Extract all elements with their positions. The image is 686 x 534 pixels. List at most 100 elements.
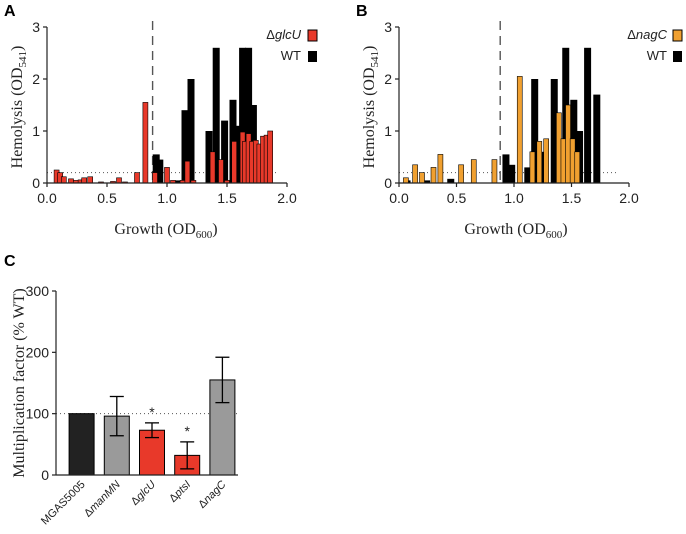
- a-bar-wt-10: [234, 125, 242, 183]
- b-bar-mut-14: [565, 104, 571, 184]
- a-xtick-2: 1.0: [157, 190, 177, 206]
- b-xtick-3: 1.5: [562, 190, 582, 206]
- panel-label-b: B: [356, 3, 368, 20]
- b-bar-mut-8: [516, 76, 523, 184]
- legend-a-wt-swatch: [308, 51, 317, 62]
- panel-b-chart: Hemolysis (OD541) Growth (OD600) ΔnagC W…: [361, 19, 683, 241]
- b-ytick-2: 2: [384, 71, 392, 87]
- panel-b-xlabel: Growth (OD600): [464, 221, 567, 241]
- legend-a-wt-label: WT: [281, 48, 301, 63]
- legend-a-glcu-label: ΔglcU: [266, 27, 301, 42]
- a-bar-mut-18: [184, 160, 191, 184]
- a-bar-mut-2: [60, 176, 67, 184]
- c-bar-0: [68, 413, 95, 476]
- panel-label-c: C: [4, 253, 16, 270]
- c-category-label-1: ΔmanMN: [82, 479, 123, 520]
- c-category-label-0: MGAS5005: [39, 479, 88, 528]
- c-category-label-4: ΔnagC: [196, 479, 228, 511]
- a-bar-wt-5: [205, 131, 213, 183]
- a-bar-mut-13: [142, 102, 149, 184]
- b-bar-wt-7: [539, 151, 547, 183]
- b-bar-mut-0: [403, 177, 409, 184]
- b-bar-mut-9: [529, 151, 536, 184]
- b-bar-wt-2: [447, 178, 455, 183]
- a-bar-wt-8: [221, 120, 229, 183]
- panel-b-legend: ΔnagC WT: [627, 27, 683, 63]
- panel-a-xlabel: Growth (OD600): [114, 221, 217, 241]
- panel-a-chart: Hemolysis (OD541) Growth (OD600) ΔglcU W…: [9, 19, 318, 241]
- b-bar-mut-1: [412, 164, 418, 184]
- a-xtick-1: 0.5: [97, 190, 117, 206]
- b-bar-wt-8: [550, 79, 558, 183]
- b-bar-wt-13: [593, 94, 601, 183]
- b-bar-wt-4: [508, 164, 516, 183]
- panel-c-ylabel: Multiplication factor (% WT): [11, 288, 28, 477]
- b-bar-mut-5: [458, 164, 464, 184]
- a-bar-mut-20: [209, 151, 216, 184]
- b-ytick-3: 3: [384, 19, 392, 35]
- b-xtick-1: 0.5: [447, 190, 467, 206]
- b-xtick-0: 0.0: [389, 190, 409, 206]
- a-ytick-2: 2: [32, 71, 40, 87]
- a-xtick-0: 0.0: [37, 190, 57, 206]
- b-xtick-4: 2.0: [619, 190, 639, 206]
- a-bar-mut-12: [134, 172, 140, 184]
- legend-b-wt-swatch: [673, 51, 682, 62]
- b-bar-mut-7: [491, 159, 498, 184]
- c-ytick-2: 200: [26, 344, 50, 360]
- b-bar-mut-10: [536, 141, 543, 184]
- b-bar-mut-3: [430, 167, 437, 184]
- legend-b-nagc-label: ΔnagC: [627, 27, 667, 42]
- c-ytick-1: 100: [26, 406, 50, 422]
- a-bar-mut-32: [267, 130, 274, 184]
- b-bar-mut-16: [574, 151, 581, 184]
- c-ytick-0: 0: [41, 467, 49, 483]
- c-significance-3: *: [184, 423, 190, 439]
- a-bar-mut-21: [218, 159, 224, 184]
- a-bar-mut-3: [68, 178, 74, 184]
- a-bar-wt-7: [212, 47, 220, 183]
- panel-c-chart: Multiplication factor (% WT) MGAS5005Δma…: [11, 283, 238, 527]
- c-ytick-3: 300: [26, 283, 50, 299]
- b-bar-mut-13: [560, 138, 567, 184]
- a-bar-mut-6: [81, 177, 87, 184]
- b-bar-wt-3: [502, 154, 510, 183]
- legend-b-wt-label: WT: [647, 48, 667, 63]
- panel-label-a: A: [4, 3, 16, 20]
- b-bar-wt-1: [423, 180, 431, 183]
- c-significance-2: *: [149, 404, 155, 420]
- a-bar-mut-7: [87, 176, 93, 184]
- a-bar-wt-2: [175, 180, 183, 183]
- b-bar-mut-2: [419, 172, 425, 184]
- a-bar-mut-14: [152, 172, 158, 184]
- b-ytick-1: 1: [384, 123, 392, 139]
- b-bar-mut-12: [556, 112, 562, 184]
- a-xtick-3: 1.5: [217, 190, 237, 206]
- b-bar-mut-6: [470, 159, 477, 184]
- a-bar-wt-4: [187, 79, 195, 183]
- a-bar-mut-10: [116, 177, 122, 184]
- panel-a-legend: ΔglcU WT: [266, 27, 318, 63]
- b-bar-mut-4: [437, 154, 444, 184]
- b-bar-wt-6: [531, 79, 539, 183]
- panel-b-ylabel: Hemolysis (OD541): [361, 46, 381, 169]
- panel-a-ylabel: Hemolysis (OD541): [9, 46, 29, 169]
- a-bar-mut-15: [164, 167, 170, 184]
- b-ytick-0: 0: [384, 175, 392, 191]
- a-bar-wt-1: [156, 159, 164, 183]
- a-xtick-4: 2.0: [277, 190, 297, 206]
- a-bar-wt-12: [245, 47, 253, 183]
- legend-b-nagc-swatch: [672, 29, 683, 42]
- a-ytick-3: 3: [32, 19, 40, 35]
- a-bar-mut-23: [231, 141, 237, 184]
- a-bar-wt-0: [152, 154, 160, 183]
- a-bar-wt-3: [181, 110, 189, 183]
- b-bar-wt-5: [524, 167, 532, 183]
- a-ytick-0: 0: [32, 175, 40, 191]
- c-category-label-2: ΔglcU: [129, 479, 158, 508]
- b-xtick-2: 1.0: [504, 190, 524, 206]
- b-bar-mut-15: [569, 138, 576, 184]
- b-bar-mut-11: [543, 138, 550, 184]
- a-bar-wt-11: [239, 47, 247, 183]
